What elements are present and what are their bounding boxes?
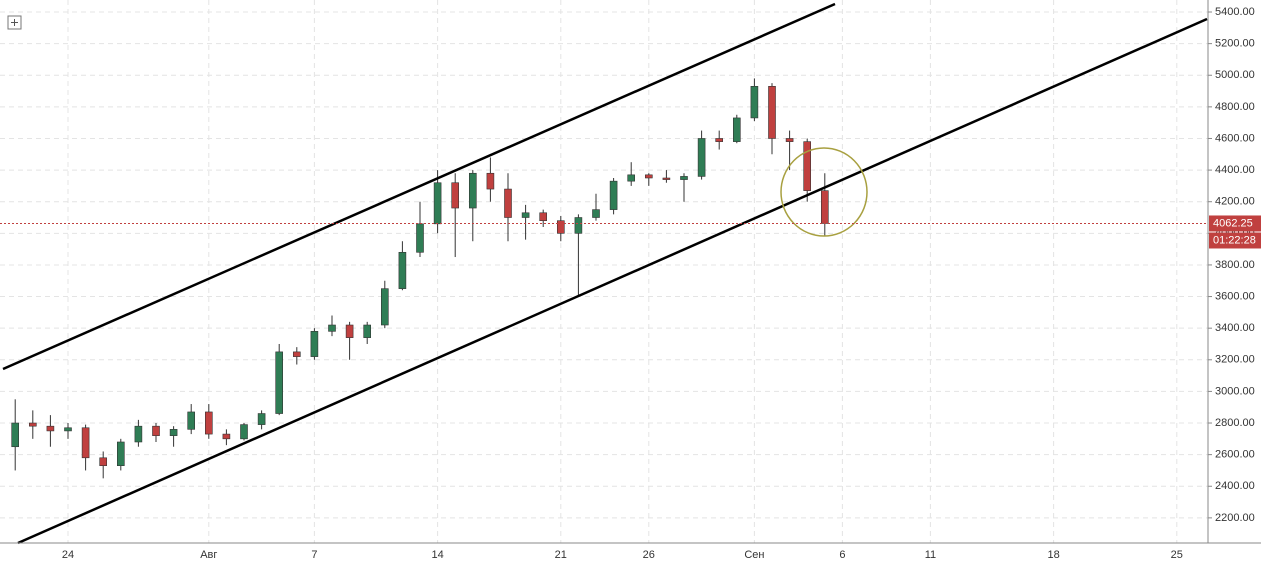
x-tick-label: 14: [431, 549, 443, 561]
x-tick-label: 25: [1171, 549, 1183, 561]
candle-body: [187, 411, 195, 430]
highlight-circle: [780, 147, 868, 237]
trend-line: [2, 2, 836, 371]
y-tick-label: 2800.00: [1215, 417, 1255, 429]
candle-body: [292, 351, 301, 357]
x-tick-label: 26: [643, 549, 655, 561]
candle-body: [28, 422, 37, 427]
y-tick-label: 4600.00: [1215, 132, 1255, 144]
y-tick-label: 5200.00: [1215, 38, 1255, 50]
candle-body: [46, 425, 55, 432]
y-tick-label: 3000.00: [1215, 385, 1255, 397]
x-tick-label: 21: [555, 549, 567, 561]
candle-body: [715, 138, 724, 142]
timer-label: 01:22:28: [1213, 234, 1256, 246]
candle-body: [750, 86, 759, 119]
candle-body: [257, 413, 266, 425]
timer-badge: [1209, 232, 1261, 249]
candle-body: [680, 176, 688, 180]
candle-body: [222, 433, 231, 440]
candle-body: [820, 190, 829, 224]
candle-body: [11, 422, 19, 448]
candle-body: [240, 424, 248, 440]
candle-body: [574, 217, 583, 234]
y-tick-label: 3400.00: [1215, 322, 1255, 334]
candles: [11, 78, 829, 479]
y-tick-label: 2400.00: [1215, 480, 1255, 492]
last-price-badge: [1209, 215, 1261, 232]
candle-body: [504, 188, 512, 218]
candle-body: [363, 324, 372, 338]
candle-body: [275, 351, 284, 414]
candle-body: [609, 180, 618, 210]
x-tick-label: 24: [62, 549, 74, 561]
candle-body: [662, 177, 671, 180]
y-tick-label: 2200.00: [1215, 512, 1255, 524]
candle-body: [205, 411, 213, 435]
y-tick-label: 5000.00: [1215, 69, 1255, 81]
candle-body: [416, 223, 424, 253]
candle-body: [785, 138, 794, 142]
candle-body: [592, 209, 600, 218]
candle-body: [345, 324, 354, 338]
candle-body: [117, 441, 125, 466]
candle-body: [433, 182, 442, 225]
y-tick-label: 3600.00: [1215, 290, 1255, 302]
candle-body: [486, 172, 495, 190]
candle-body: [768, 86, 776, 139]
y-tick-label: 3800.00: [1215, 259, 1255, 271]
x-tick-label: 6: [839, 549, 845, 561]
y-tick-label: 4400.00: [1215, 164, 1255, 176]
candle-body: [556, 220, 565, 234]
x-tick-label: Сен: [744, 549, 764, 561]
candle-body: [644, 174, 653, 179]
candle-body: [627, 174, 636, 182]
candle-body: [398, 251, 407, 289]
x-tick-label: Авг: [200, 549, 217, 561]
candle-body: [451, 182, 460, 209]
y-tick-label: 5400.00: [1215, 6, 1255, 18]
y-tick-label: 4800.00: [1215, 101, 1255, 113]
y-tick-label: 4200.00: [1215, 196, 1255, 208]
candle-body: [134, 425, 143, 443]
toggle-icon: [11, 19, 18, 26]
x-tick-label: 11: [925, 549, 936, 561]
candle-body: [468, 172, 477, 209]
candle-body: [310, 331, 319, 357]
axes: 2200.00 2400.00 2600.00 2800.00 3000.00 3200.…: [0, 6, 1261, 561]
candle-body: [169, 429, 178, 436]
candle-body: [328, 324, 336, 332]
candle-body: [81, 427, 90, 459]
last-price-label: 4062.25: [1213, 217, 1253, 229]
candle-body: [380, 288, 389, 326]
channel: [2, 2, 1208, 545]
x-tick-label: 18: [1047, 549, 1059, 561]
candle-body: [697, 138, 706, 177]
candle-body: [64, 427, 72, 432]
candle-body: [99, 457, 107, 466]
candle-body: [732, 117, 741, 142]
candle-body: [521, 212, 530, 218]
y-tick-label: 3200.00: [1215, 354, 1255, 366]
candle-body: [803, 141, 812, 191]
trend-line: [17, 17, 1208, 545]
candle-body: [539, 212, 548, 221]
y-tick-label: 2600.00: [1215, 449, 1255, 461]
candle-body: [152, 425, 160, 436]
x-tick-label: 7: [311, 549, 317, 561]
